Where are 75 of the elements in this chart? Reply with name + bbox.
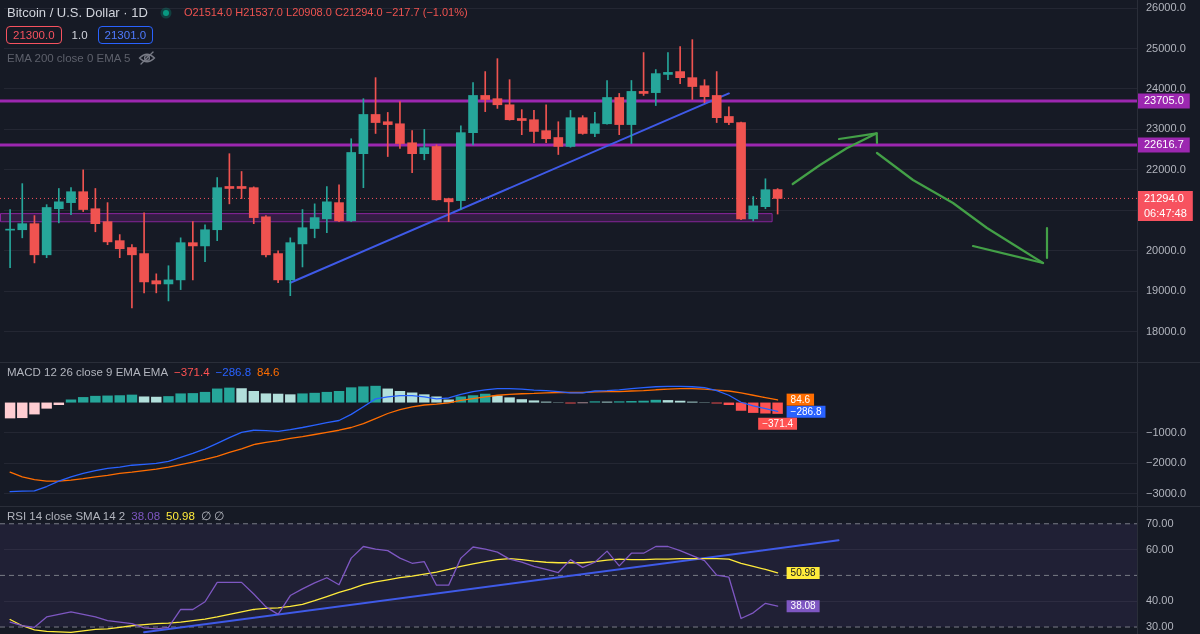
text: 50.98 — [166, 510, 195, 522]
ref-line-label: 23705.0 — [1144, 94, 1184, 107]
text: 06:47:48 — [1144, 206, 1187, 219]
candlestick — [443, 197, 454, 222]
bar — [272, 393, 284, 403]
text: 38.08 — [131, 510, 161, 522]
candlestick — [382, 112, 393, 157]
ref-line-label: 21294.0 — [1144, 191, 1184, 204]
bar — [333, 390, 345, 403]
bar — [260, 393, 272, 403]
bar — [126, 394, 138, 403]
y-tick-label: 20000.0 — [1146, 243, 1186, 256]
chart-title: RSI 14 close SMA 14 2 — [7, 509, 126, 524]
y-tick-label: 24000.0 — [1146, 82, 1186, 95]
y-tick-label: 19000.0 — [1146, 284, 1186, 297]
candlestick — [663, 52, 673, 81]
text: 84.6 — [257, 366, 280, 378]
chart-title: Bitcoin / U.S. Dollar · 1D — [7, 5, 148, 20]
data-label: 84.6 — [790, 393, 811, 405]
bar — [528, 400, 540, 403]
bar — [211, 388, 223, 403]
text: O21514.0 H21537.0 L20908.0 C21294.0 −217.7 (−1.01%) — [183, 5, 468, 20]
y-tick-label: −1000.0 — [1146, 426, 1187, 439]
text: −286.8 — [215, 366, 252, 378]
annotation: 1.0 — [71, 28, 88, 42]
candlestick — [151, 273, 162, 294]
data-label: −286.8 — [790, 405, 822, 417]
data-label: −371.4 — [762, 418, 794, 430]
candlestick — [127, 244, 137, 309]
bar — [65, 399, 77, 403]
y-tick-label: −2000.0 — [1146, 456, 1187, 469]
y-tick-label: 23000.0 — [1146, 122, 1186, 135]
candlestick — [188, 221, 198, 281]
y-tick-label: −3000.0 — [1146, 486, 1187, 499]
chart-title: MACD 12 26 close 9 EMA EMA — [7, 365, 169, 380]
data-label: 38.08 — [790, 600, 817, 612]
bar — [321, 391, 333, 403]
candlestick — [541, 104, 551, 144]
candlestick — [516, 109, 527, 136]
annotation: EMA 200 close 0 EMA 5 — [7, 51, 131, 65]
bar — [151, 396, 162, 403]
candlestick — [419, 129, 430, 161]
ref-line-label: 22616.7 — [1144, 138, 1184, 151]
bar — [224, 387, 235, 403]
ref-line-label: 30.00 — [1146, 620, 1174, 633]
y-tick-label: 60.00 — [1146, 542, 1174, 555]
annotation: ∅ ∅ — [200, 509, 225, 524]
candlestick — [17, 183, 28, 239]
bar — [4, 402, 16, 419]
bar — [285, 394, 296, 403]
bar — [187, 393, 199, 403]
y-tick-label: 25000.0 — [1146, 41, 1186, 54]
data-label: 50.98 — [790, 567, 817, 579]
candlestick — [480, 71, 491, 112]
y-tick-label: 22000.0 — [1146, 162, 1186, 175]
candlestick — [675, 46, 685, 85]
candlestick — [53, 188, 64, 224]
text: −371.4 — [174, 366, 210, 378]
y-tick-label: 40.00 — [1146, 594, 1174, 607]
bar — [199, 391, 211, 403]
y-tick-label: 26000.0 — [1146, 1, 1186, 14]
candlestick — [687, 39, 698, 100]
ref-line-label: 70.00 — [1146, 516, 1174, 529]
bar — [516, 399, 528, 403]
bar — [735, 402, 747, 411]
bar — [662, 400, 674, 403]
bar — [248, 390, 259, 403]
bar — [236, 388, 247, 403]
annotation: 21301.0 — [97, 26, 154, 44]
y-tick-label: 18000.0 — [1146, 324, 1186, 337]
bar — [650, 399, 662, 403]
annotation: 21300.0 — [6, 26, 62, 44]
bar — [138, 396, 150, 403]
bar — [77, 397, 89, 403]
bar — [345, 387, 357, 403]
